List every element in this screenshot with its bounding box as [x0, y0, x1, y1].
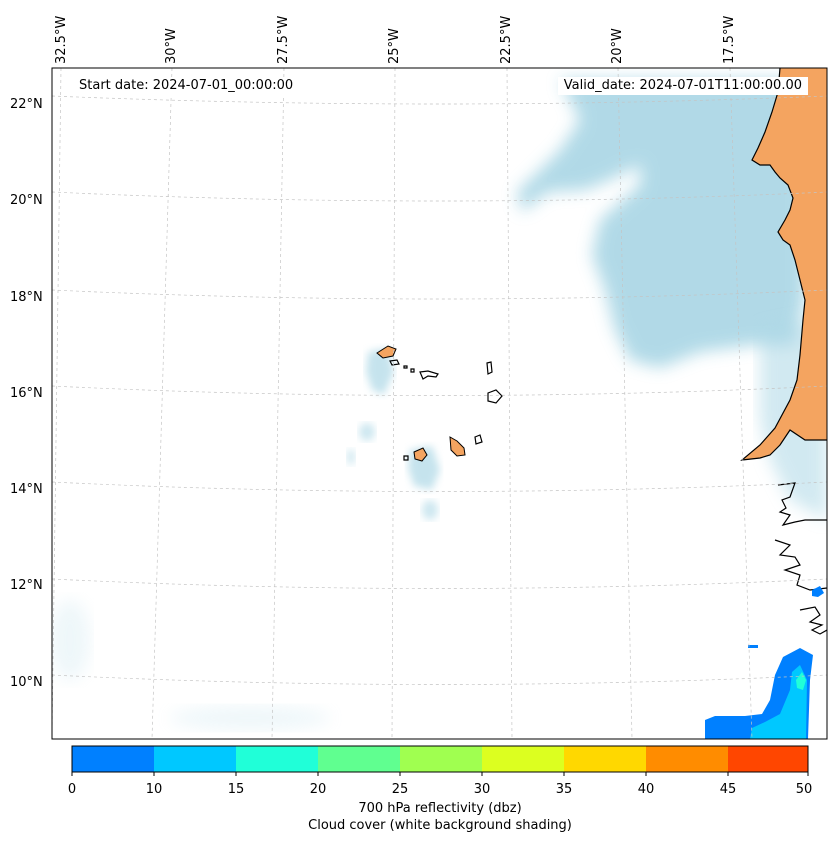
- colorbar-tick-25: 25: [391, 782, 409, 797]
- valid-date-label: Valid_date: 2024-07-01T11:00:00.00: [557, 77, 808, 95]
- lon-label-27-5w: 27.5°W: [276, 15, 291, 64]
- cloud-cover-patch-c: [422, 500, 438, 520]
- guinea-coastline: [799, 606, 827, 635]
- coastline-layer: [389, 68, 827, 635]
- parallel-16n: [52, 385, 827, 396]
- island-sal: [486, 361, 493, 375]
- island-sao-nicolau: [419, 370, 439, 380]
- island-santa-luzia: [403, 365, 408, 369]
- reflectivity-echo-east: [812, 586, 824, 597]
- colorbar-tick-15: 15: [227, 782, 245, 797]
- lat-label-10n: 10°N: [10, 675, 43, 690]
- lon-label-20w: 20°W: [610, 28, 625, 64]
- african-coast-land: [742, 68, 827, 460]
- lat-label-20n: 20°N: [10, 193, 43, 208]
- meridian-25w: [391, 68, 396, 739]
- lon-label-30w: 30°W: [164, 28, 179, 64]
- map-frame: [51, 67, 828, 740]
- land-layer: [376, 68, 827, 462]
- lon-label-22-5w: 22.5°W: [499, 15, 514, 64]
- start-date-label: Start date: 2024-07-01_00:00:00: [73, 77, 300, 95]
- gambia-coastline: [777, 482, 827, 526]
- african-coastline: [740, 68, 827, 461]
- parallel-14n: [52, 481, 827, 492]
- colorbar-tick-10: 10: [145, 782, 163, 797]
- lat-label-18n: 18°N: [10, 290, 43, 305]
- cloud-cover-patch-b: [347, 449, 355, 465]
- lon-label-25w: 25°W: [387, 28, 402, 64]
- parallel-12n: [52, 578, 827, 589]
- lon-label-32-5w: 32.5°W: [54, 15, 69, 64]
- colorbar-tick-20: 20: [309, 782, 327, 797]
- colorbar-tick-45: 45: [719, 782, 737, 797]
- gridlines: [52, 68, 827, 739]
- reflectivity-echo-south-inner: [750, 665, 807, 739]
- colorbar-segment-45-50: [728, 746, 808, 772]
- lat-label-12n: 12°N: [10, 578, 43, 593]
- colorbar-tick-40: 40: [637, 782, 655, 797]
- parallel-10n: [52, 674, 827, 685]
- colorbar-tick-50: 50: [795, 782, 813, 797]
- reflectivity-layer: [705, 586, 824, 739]
- meridian-17-5w: [729, 68, 753, 739]
- island-santo-antao: [376, 345, 397, 359]
- lon-label-17-5w: 17.5°W: [722, 15, 737, 64]
- colorbar-segment-20-25: [318, 746, 400, 772]
- parallel-22n: [52, 95, 827, 105]
- cloud-cover-patch-e: [52, 600, 90, 680]
- island-brava: [403, 455, 409, 461]
- colorbar-label: 700 hPa reflectivity (dbz): [358, 801, 522, 816]
- colorbar-tick-0: 0: [67, 782, 77, 797]
- colorbar-segment-40-45: [646, 746, 728, 772]
- island-sao-vicente: [389, 359, 400, 366]
- reflectivity-echo-core: [796, 672, 806, 690]
- colorbar-sublabel: Cloud cover (white background shading): [308, 818, 572, 833]
- colorbar-frame: [71, 745, 809, 773]
- cloud-cover-islands-north: [366, 348, 394, 395]
- island-branco: [410, 368, 415, 373]
- cloud-cover-patch-d: [170, 706, 330, 730]
- lat-label-14n: 14°N: [10, 482, 43, 497]
- cloud-cover-patch-a: [359, 423, 375, 441]
- colorbar-segment-0-10: [72, 746, 154, 772]
- meridian-32-5w: [52, 68, 62, 739]
- meridian-20w: [617, 68, 633, 739]
- guinea-bissau-coastline: [774, 539, 827, 591]
- colorbar-segment-15-20: [236, 746, 318, 772]
- parallel-20n: [52, 191, 827, 202]
- colorbar-segment-30-35: [482, 746, 564, 772]
- colorbar-tick-30: 30: [473, 782, 491, 797]
- island-maio: [474, 434, 483, 445]
- lat-label-22n: 22°N: [10, 97, 43, 112]
- island-fogo: [413, 447, 428, 462]
- colorbar-segment-25-30: [400, 746, 482, 772]
- colorbar: [71, 745, 809, 776]
- parallel-18n: [52, 289, 827, 300]
- colorbar-segment-10-15: [154, 746, 236, 772]
- island-santiago: [449, 436, 466, 457]
- colorbar-segment-35-40: [564, 746, 646, 772]
- meridian-27-5w: [271, 68, 285, 739]
- meridian-30w: [151, 68, 173, 739]
- lat-label-16n: 16°N: [10, 386, 43, 401]
- island-boa-vista: [487, 389, 503, 404]
- colorbar-tick-marks: [71, 772, 809, 776]
- colorbar-tick-35: 35: [555, 782, 573, 797]
- reflectivity-echo-small: [748, 645, 758, 648]
- meridian-22-5w: [506, 68, 513, 739]
